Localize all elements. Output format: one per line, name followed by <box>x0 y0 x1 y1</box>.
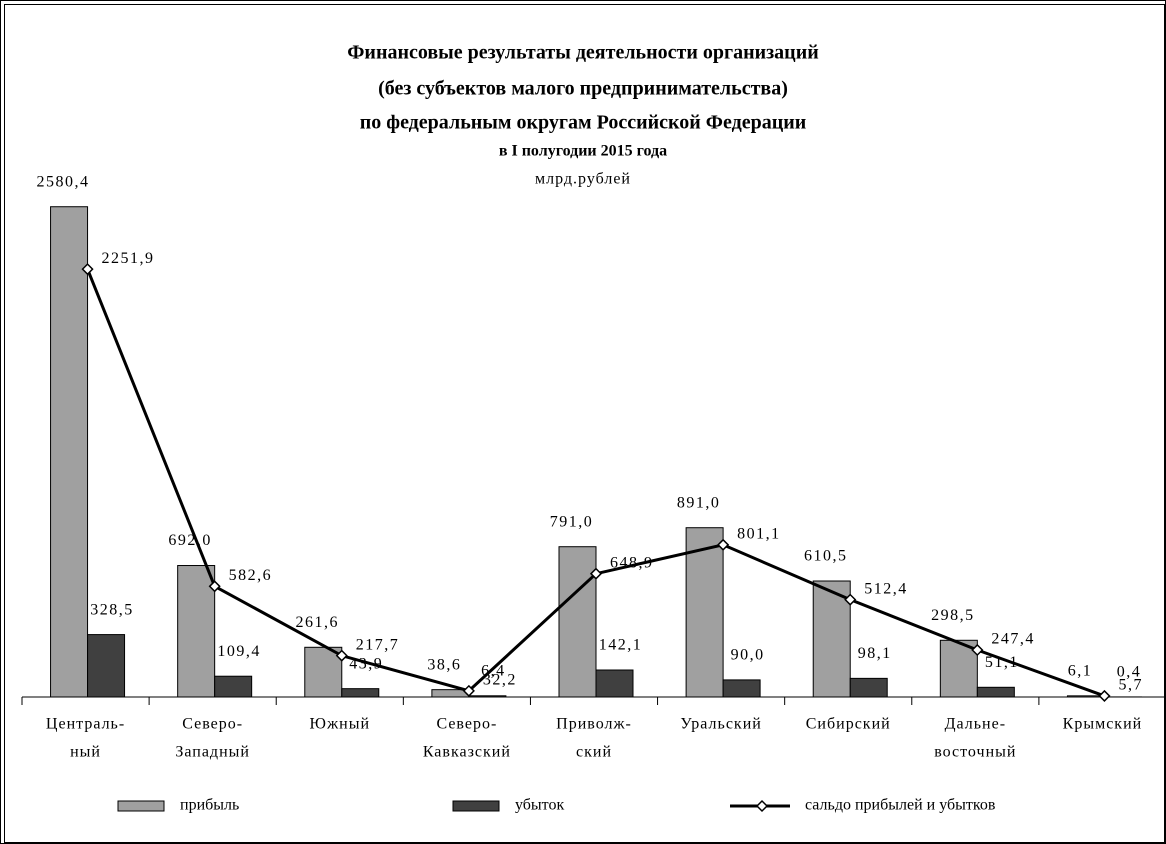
value-label: 247,4 <box>991 631 1034 648</box>
bar <box>939 639 978 698</box>
x-tick-label: ский <box>576 744 612 761</box>
line-marker <box>1098 689 1111 702</box>
value-label: 0,4 <box>1117 664 1142 681</box>
bar <box>558 546 597 698</box>
x-tick-label: Северо- <box>436 716 497 733</box>
x-tick-label: Северо- <box>182 716 243 733</box>
x-tick-label: Сибирский <box>806 716 891 733</box>
bar <box>341 688 380 698</box>
value-label: 582,6 <box>229 567 273 584</box>
chart-title: Финансовые результаты деятельности орган… <box>347 42 818 64</box>
legend-swatch <box>117 800 165 812</box>
bar <box>685 527 724 698</box>
value-label: 298,5 <box>931 607 975 624</box>
value-label: 512,4 <box>864 580 908 597</box>
bar <box>812 580 851 698</box>
bar <box>50 206 89 698</box>
value-label: 217,7 <box>356 636 400 653</box>
value-label: 648,9 <box>610 554 654 571</box>
x-tick-label: Кавказский <box>423 744 511 761</box>
line-marker <box>462 684 475 697</box>
bar <box>849 677 888 698</box>
x-tick-label: Централь- <box>46 716 125 733</box>
line-marker <box>844 593 857 606</box>
value-label: 38,6 <box>427 656 461 673</box>
value-label: 261,6 <box>296 614 340 631</box>
value-label: 6,1 <box>1068 663 1093 680</box>
value-label: 891,0 <box>677 494 721 511</box>
bar <box>595 669 634 698</box>
value-label: 692,0 <box>168 532 212 549</box>
bar <box>468 695 507 698</box>
value-label: 2580,4 <box>37 173 90 190</box>
bar <box>214 675 253 698</box>
chart-title: по федеральным округам Российской Федера… <box>360 112 807 134</box>
bar <box>87 634 126 698</box>
value-label: 32,2 <box>483 672 517 689</box>
legend-label: прибыль <box>180 797 239 814</box>
line-marker <box>81 263 94 276</box>
x-tick-label: восточный <box>934 744 1016 761</box>
x-tick-label: Дальне- <box>945 716 1006 733</box>
legend-label: сальдо прибылей и убытков <box>805 797 996 814</box>
value-label: 109,4 <box>217 643 261 660</box>
frame-inner <box>4 4 1165 843</box>
x-tick-label: Уральский <box>680 716 761 733</box>
x-tick-label: ный <box>70 744 101 761</box>
bar <box>722 679 761 698</box>
value-label: 98,1 <box>858 645 892 662</box>
value-label: 5,7 <box>1118 677 1143 694</box>
value-label: 791,0 <box>550 513 594 530</box>
line-marker <box>335 649 348 662</box>
value-label: 51,1 <box>985 654 1019 671</box>
legend-label: убыток <box>515 797 564 814</box>
chart-subtitle: млрд.рублей <box>535 171 631 188</box>
x-tick-label: Западный <box>175 744 250 761</box>
line-marker <box>208 580 221 593</box>
value-label: 90,0 <box>731 647 765 664</box>
legend-marker <box>755 799 769 813</box>
x-tick-label: Крымский <box>1063 716 1143 733</box>
bar <box>177 565 216 698</box>
bar <box>976 686 1015 698</box>
chart-title: в I полугодии 2015 года <box>499 143 667 160</box>
line-marker <box>717 538 730 551</box>
x-tick-label: Южный <box>309 716 370 733</box>
value-label: 610,5 <box>804 548 848 565</box>
x-tick-label: Приволж- <box>556 716 632 733</box>
value-label: 142,1 <box>599 637 643 654</box>
bar <box>304 646 343 698</box>
value-label: 328,5 <box>90 601 134 618</box>
legend-swatch <box>452 800 500 812</box>
line-marker <box>971 643 984 657</box>
value-label: 2251,9 <box>102 250 155 267</box>
chart-title: (без субъектов малого предпринимательств… <box>378 78 788 100</box>
line-marker <box>589 567 603 580</box>
value-label: 801,1 <box>737 525 781 542</box>
